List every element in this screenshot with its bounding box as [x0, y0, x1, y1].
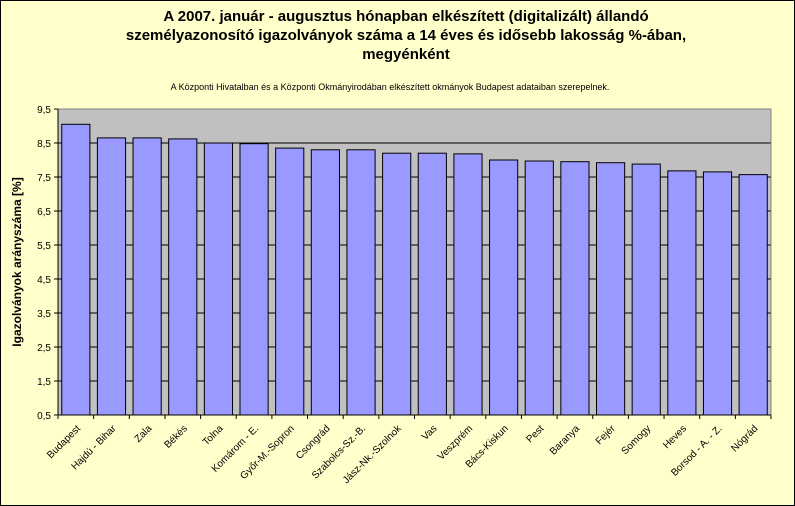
bar	[631, 163, 661, 416]
x-tick-label: Vas	[420, 423, 439, 442]
x-tick-label: Zala	[133, 423, 155, 445]
chart-title-line-3: megyénként	[362, 46, 450, 63]
y-tick-label: 2,5	[37, 343, 51, 354]
x-tick-label: Tolna	[201, 423, 226, 448]
y-tick-label: 5,5	[37, 241, 51, 252]
y-tick-label: 1,5	[37, 377, 51, 388]
x-tick-label: Fejér	[594, 423, 618, 447]
bar	[702, 171, 733, 416]
bar	[96, 137, 127, 416]
bar	[595, 162, 626, 416]
y-tick-label: 6,5	[37, 207, 51, 218]
y-tick-label: 9,5	[37, 105, 51, 116]
bar	[239, 143, 269, 416]
chart-subtitle: A Központi Hivatalban és a Központi Okmá…	[171, 82, 610, 92]
bar	[453, 153, 483, 416]
bar	[275, 147, 305, 416]
y-tick-label: 7,5	[37, 173, 51, 184]
bar	[524, 160, 554, 416]
x-tick-label: Nógrád	[729, 423, 760, 454]
y-axis-label: Igazolványok arányszáma [%]	[10, 177, 24, 346]
bar	[346, 149, 376, 416]
x-tick-label: Baranya	[548, 423, 582, 457]
x-tick-label: Budapest	[45, 423, 83, 461]
x-tick-label: Békés	[162, 423, 189, 450]
bar	[489, 159, 519, 416]
bar	[168, 138, 198, 416]
axes	[54, 108, 772, 419]
bar	[738, 174, 768, 416]
y-tick-label: 4,5	[37, 275, 51, 286]
plot-area	[58, 109, 771, 415]
bar	[560, 161, 590, 416]
bar	[310, 149, 340, 416]
y-tick-label: 0,5	[37, 411, 51, 422]
chart-title-line-2: személyazonosító igazolványok száma a 14…	[126, 27, 686, 44]
bar	[203, 142, 234, 416]
y-tick-labels: 0,5 1,5 2,5 3,5 4,5 5,5 6,5 7,5 8,5 9,5	[37, 105, 51, 422]
x-tick-label: Pest	[524, 423, 546, 445]
bar	[417, 152, 447, 416]
bar	[667, 170, 697, 416]
bar	[132, 137, 162, 416]
bar	[382, 152, 412, 416]
y-tick-label: 8,5	[37, 139, 51, 150]
x-tick-label: Heves	[661, 423, 689, 451]
bars	[61, 123, 768, 416]
x-tick-label: Somogy	[620, 423, 654, 457]
chart-title-line-1: A 2007. január - augusztus hónapban elké…	[163, 8, 648, 25]
y-tick-label: 3,5	[37, 309, 51, 320]
bar	[61, 123, 91, 416]
